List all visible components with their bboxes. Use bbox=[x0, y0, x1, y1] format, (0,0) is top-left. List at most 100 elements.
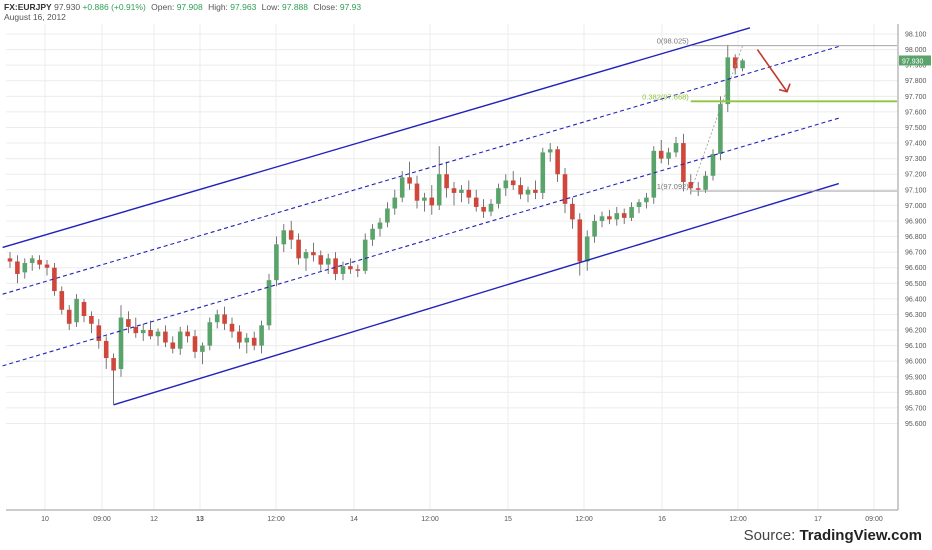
candle-body bbox=[355, 269, 361, 271]
open-label: Open: bbox=[151, 2, 175, 12]
candle-body bbox=[362, 239, 368, 271]
candle-body bbox=[407, 177, 412, 184]
candle-body bbox=[281, 230, 287, 245]
candle bbox=[666, 147, 671, 165]
channel-mid-upper-line bbox=[2, 45, 839, 295]
candle bbox=[385, 202, 390, 228]
x-tick-label: 10 bbox=[41, 516, 49, 523]
candle bbox=[222, 306, 227, 331]
candle-body bbox=[562, 174, 568, 204]
candle-body bbox=[547, 149, 553, 153]
channel-lower-line bbox=[113, 182, 840, 406]
candle-body bbox=[466, 189, 472, 198]
chart-header: FX:EURJPY 97.930 +0.886 (+0.91%) Open: 9… bbox=[4, 2, 361, 12]
candle-body bbox=[510, 180, 516, 186]
candle bbox=[540, 147, 546, 200]
candle bbox=[170, 336, 176, 354]
candle bbox=[281, 224, 287, 253]
candle-body bbox=[533, 189, 538, 193]
candle-body bbox=[459, 189, 464, 193]
candle bbox=[695, 182, 701, 197]
y-tick-label: 96.000 bbox=[905, 359, 927, 366]
last-price-badge bbox=[899, 55, 931, 66]
candle bbox=[414, 175, 420, 209]
candle bbox=[66, 305, 72, 331]
candle-body bbox=[274, 244, 279, 281]
candle-body bbox=[155, 331, 161, 337]
candle bbox=[103, 336, 109, 369]
candle-body bbox=[429, 197, 435, 206]
candle-body bbox=[118, 317, 124, 369]
y-tick-label: 97.500 bbox=[905, 125, 927, 132]
candle bbox=[673, 136, 679, 158]
candle bbox=[681, 133, 686, 192]
candle bbox=[436, 146, 442, 211]
fib-trend-line bbox=[690, 45, 743, 192]
candle bbox=[525, 186, 531, 203]
y-tick-label: 95.700 bbox=[905, 405, 927, 412]
candle-body bbox=[577, 219, 583, 262]
y-tick-label: 95.900 bbox=[905, 374, 927, 381]
candle-body bbox=[7, 258, 13, 262]
x-tick-label: 15 bbox=[504, 516, 512, 523]
candle-body bbox=[200, 345, 205, 352]
candle-body bbox=[607, 216, 612, 220]
candle bbox=[89, 311, 94, 334]
candle bbox=[651, 146, 657, 204]
candle-body bbox=[185, 331, 190, 337]
candle-body bbox=[385, 208, 390, 223]
candle-body bbox=[732, 57, 738, 69]
candle bbox=[577, 213, 583, 276]
candle bbox=[473, 189, 479, 212]
candle-body bbox=[22, 263, 28, 273]
candle bbox=[340, 261, 346, 281]
candle bbox=[481, 199, 486, 218]
candle-body bbox=[525, 189, 531, 195]
source-credit[interactable]: Source: TradingView.com bbox=[744, 527, 922, 544]
candle bbox=[259, 320, 264, 354]
candle bbox=[703, 171, 708, 193]
candle bbox=[370, 224, 375, 246]
candle bbox=[7, 252, 13, 268]
candle-body bbox=[473, 197, 479, 207]
candle bbox=[237, 325, 242, 349]
drawings: 0(98.025) 0.382(97.668) 1(97.092) bbox=[2, 27, 897, 406]
candle-body bbox=[688, 182, 694, 189]
candle-body bbox=[111, 358, 116, 371]
candle-body bbox=[370, 228, 375, 240]
candle-body bbox=[163, 331, 168, 343]
candle bbox=[533, 180, 538, 200]
candle bbox=[111, 353, 116, 405]
candle-body bbox=[59, 291, 65, 310]
candle bbox=[621, 208, 627, 225]
candle-body bbox=[555, 149, 560, 175]
y-tick-label: 95.800 bbox=[905, 390, 927, 397]
y-tick-label: 97.300 bbox=[905, 156, 927, 163]
candle bbox=[629, 202, 634, 221]
candle bbox=[503, 174, 509, 197]
candle-body bbox=[540, 152, 546, 193]
candle bbox=[732, 54, 738, 75]
candle bbox=[29, 255, 35, 271]
open-value: 97.908 bbox=[176, 2, 203, 12]
candles bbox=[7, 44, 745, 405]
candle bbox=[422, 192, 427, 212]
fib-level-label: 1(97.092) bbox=[657, 182, 690, 191]
candle-body bbox=[725, 57, 731, 105]
candle-body bbox=[214, 314, 220, 323]
candle bbox=[392, 189, 398, 215]
candle-body bbox=[636, 202, 642, 207]
candle bbox=[185, 325, 190, 343]
x-tick-label: 12:00 bbox=[421, 516, 439, 523]
candle bbox=[96, 319, 102, 349]
candle-body bbox=[74, 298, 79, 323]
y-tick-label: 96.900 bbox=[905, 218, 927, 225]
candle-body bbox=[681, 143, 686, 183]
candle-body bbox=[222, 314, 227, 324]
candle-body bbox=[325, 258, 331, 265]
x-tick-label: 09:00 bbox=[93, 516, 111, 523]
candle bbox=[74, 294, 79, 327]
candle-body bbox=[89, 315, 94, 324]
candle bbox=[488, 199, 494, 217]
